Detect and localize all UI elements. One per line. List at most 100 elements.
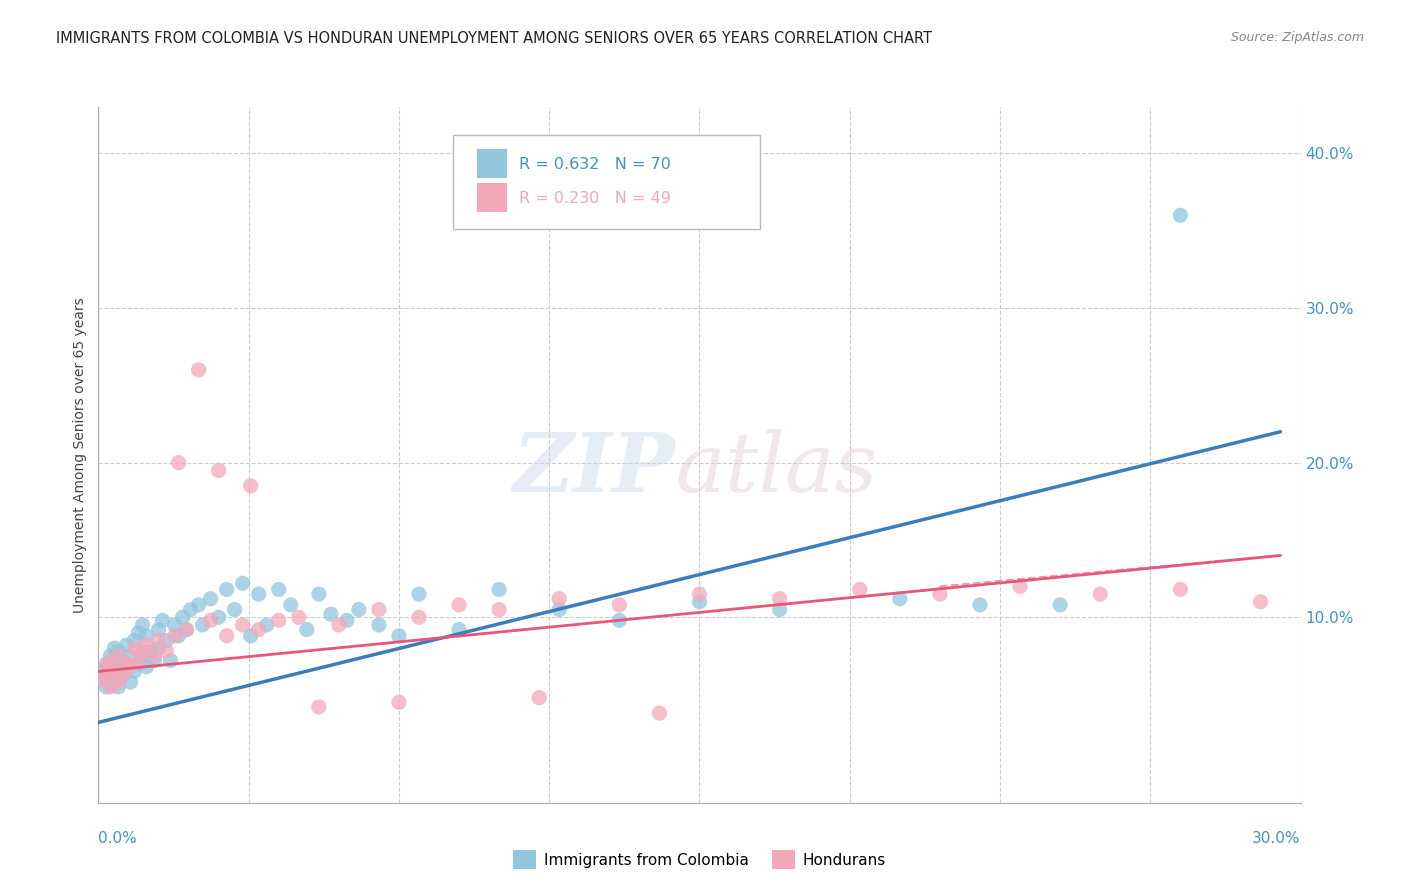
Point [172, 610, 194, 624]
Point [247, 587, 270, 601]
Point [529, 690, 551, 705]
Point [319, 607, 342, 622]
Point [128, 657, 150, 671]
Text: atlas: atlas [675, 429, 877, 508]
Point [200, 613, 222, 627]
Point [115, 638, 138, 652]
Point [1250, 595, 1272, 609]
Point [347, 602, 370, 616]
Point [488, 582, 510, 597]
Point [100, 680, 122, 694]
Point [96, 657, 118, 671]
Point [447, 623, 470, 637]
Point [200, 591, 222, 606]
Text: 0.0%: 0.0% [98, 830, 138, 846]
Point [103, 641, 125, 656]
Point [91, 665, 114, 679]
Point [107, 675, 129, 690]
Point [239, 479, 262, 493]
Point [163, 618, 186, 632]
Point [115, 659, 138, 673]
Point [100, 659, 122, 673]
Point [1170, 208, 1192, 222]
Point [408, 587, 430, 601]
Point [191, 618, 214, 632]
Point [1170, 582, 1192, 597]
Legend: Immigrants from Colombia, Hondurans: Immigrants from Colombia, Hondurans [508, 845, 891, 875]
Point [124, 641, 146, 656]
Point [176, 623, 198, 637]
Point [187, 598, 209, 612]
Point [368, 618, 391, 632]
Point [280, 598, 302, 612]
Point [152, 613, 174, 627]
Point [388, 629, 411, 643]
Point [128, 654, 150, 668]
Point [689, 595, 711, 609]
Point [135, 629, 157, 643]
Point [929, 587, 952, 601]
Point [769, 591, 792, 606]
Point [224, 602, 246, 616]
Point [111, 669, 134, 683]
Point [1049, 598, 1071, 612]
Point [91, 672, 114, 686]
Point [124, 633, 146, 648]
Point [111, 654, 134, 668]
Point [131, 648, 153, 663]
Point [267, 582, 290, 597]
Point [689, 587, 711, 601]
Point [155, 633, 177, 648]
Point [120, 659, 142, 673]
Point [488, 602, 510, 616]
Point [180, 602, 202, 616]
Point [148, 633, 170, 648]
Point [143, 654, 166, 668]
Text: IMMIGRANTS FROM COLOMBIA VS HONDURAN UNEMPLOYMENT AMONG SENIORS OVER 65 YEARS CO: IMMIGRANTS FROM COLOMBIA VS HONDURAN UNE… [56, 31, 932, 46]
Point [107, 644, 129, 658]
Text: Source: ZipAtlas.com: Source: ZipAtlas.com [1230, 31, 1364, 45]
Point [548, 602, 571, 616]
Point [111, 669, 134, 683]
Point [232, 618, 254, 632]
Point [115, 657, 138, 671]
Point [143, 648, 166, 663]
Point [889, 591, 911, 606]
Point [167, 629, 190, 643]
Point [1010, 579, 1032, 593]
Point [128, 625, 150, 640]
Text: ZIP: ZIP [513, 429, 675, 508]
Point [187, 363, 209, 377]
Point [139, 644, 162, 658]
FancyBboxPatch shape [453, 135, 759, 229]
Point [609, 598, 631, 612]
Point [148, 623, 170, 637]
Point [167, 456, 190, 470]
Point [100, 675, 122, 690]
Point [120, 675, 142, 690]
Point [120, 648, 142, 663]
Point [256, 618, 278, 632]
Point [609, 613, 631, 627]
Point [308, 700, 330, 714]
Point [208, 463, 231, 477]
Point [131, 644, 153, 658]
Point [408, 610, 430, 624]
Point [769, 602, 792, 616]
Point [548, 591, 571, 606]
Point [131, 618, 153, 632]
Point [103, 665, 125, 679]
Point [176, 623, 198, 637]
Point [208, 610, 231, 624]
Point [368, 602, 391, 616]
Text: 30.0%: 30.0% [1253, 830, 1301, 846]
Point [107, 665, 129, 679]
Point [103, 672, 125, 686]
Point [267, 613, 290, 627]
Point [288, 610, 311, 624]
Point [100, 654, 122, 668]
Point [148, 641, 170, 656]
Point [849, 582, 872, 597]
Point [447, 598, 470, 612]
Point [239, 629, 262, 643]
